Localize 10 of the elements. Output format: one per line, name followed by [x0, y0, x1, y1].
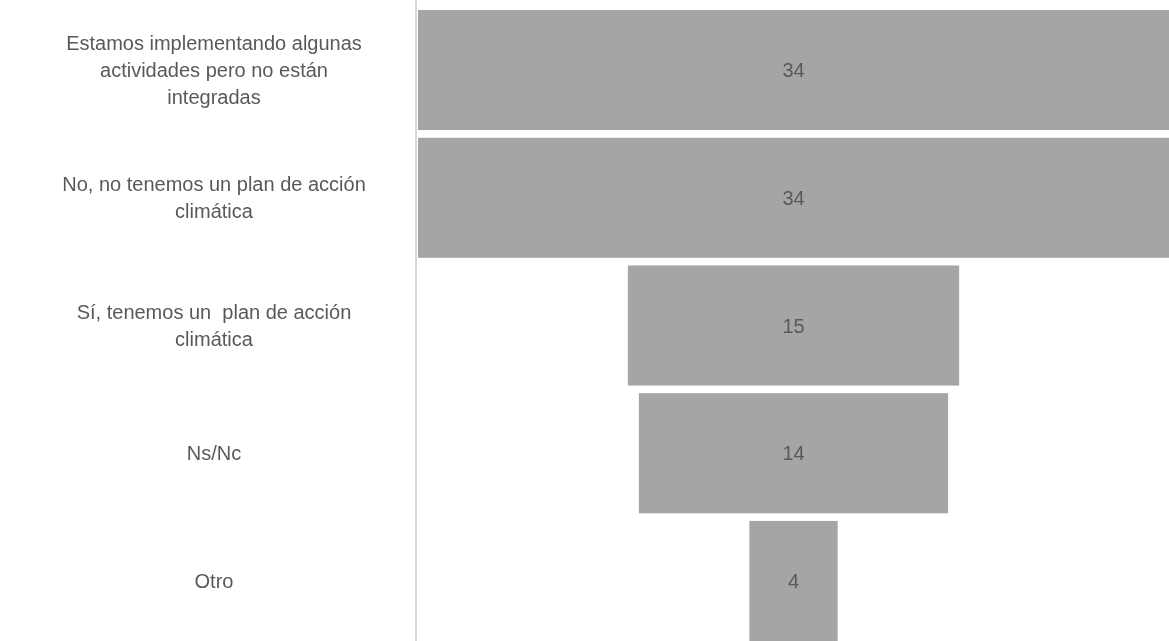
- category-label: Ns/Nc: [186, 442, 242, 465]
- category-label: No, no tenemos un plan de acción climática: [62, 173, 366, 223]
- data-label: 14: [782, 442, 805, 465]
- data-label: 34: [782, 59, 805, 82]
- data-label: 34: [782, 186, 805, 209]
- category-label: Sí, tenemos un plan de acción climática: [76, 301, 352, 350]
- data-label: 4: [787, 569, 800, 592]
- category-label: Estamos implementando algunas actividades pero no están integradas: [66, 32, 362, 109]
- category-label: Otro: [194, 569, 234, 592]
- data-label: 15: [782, 314, 805, 337]
